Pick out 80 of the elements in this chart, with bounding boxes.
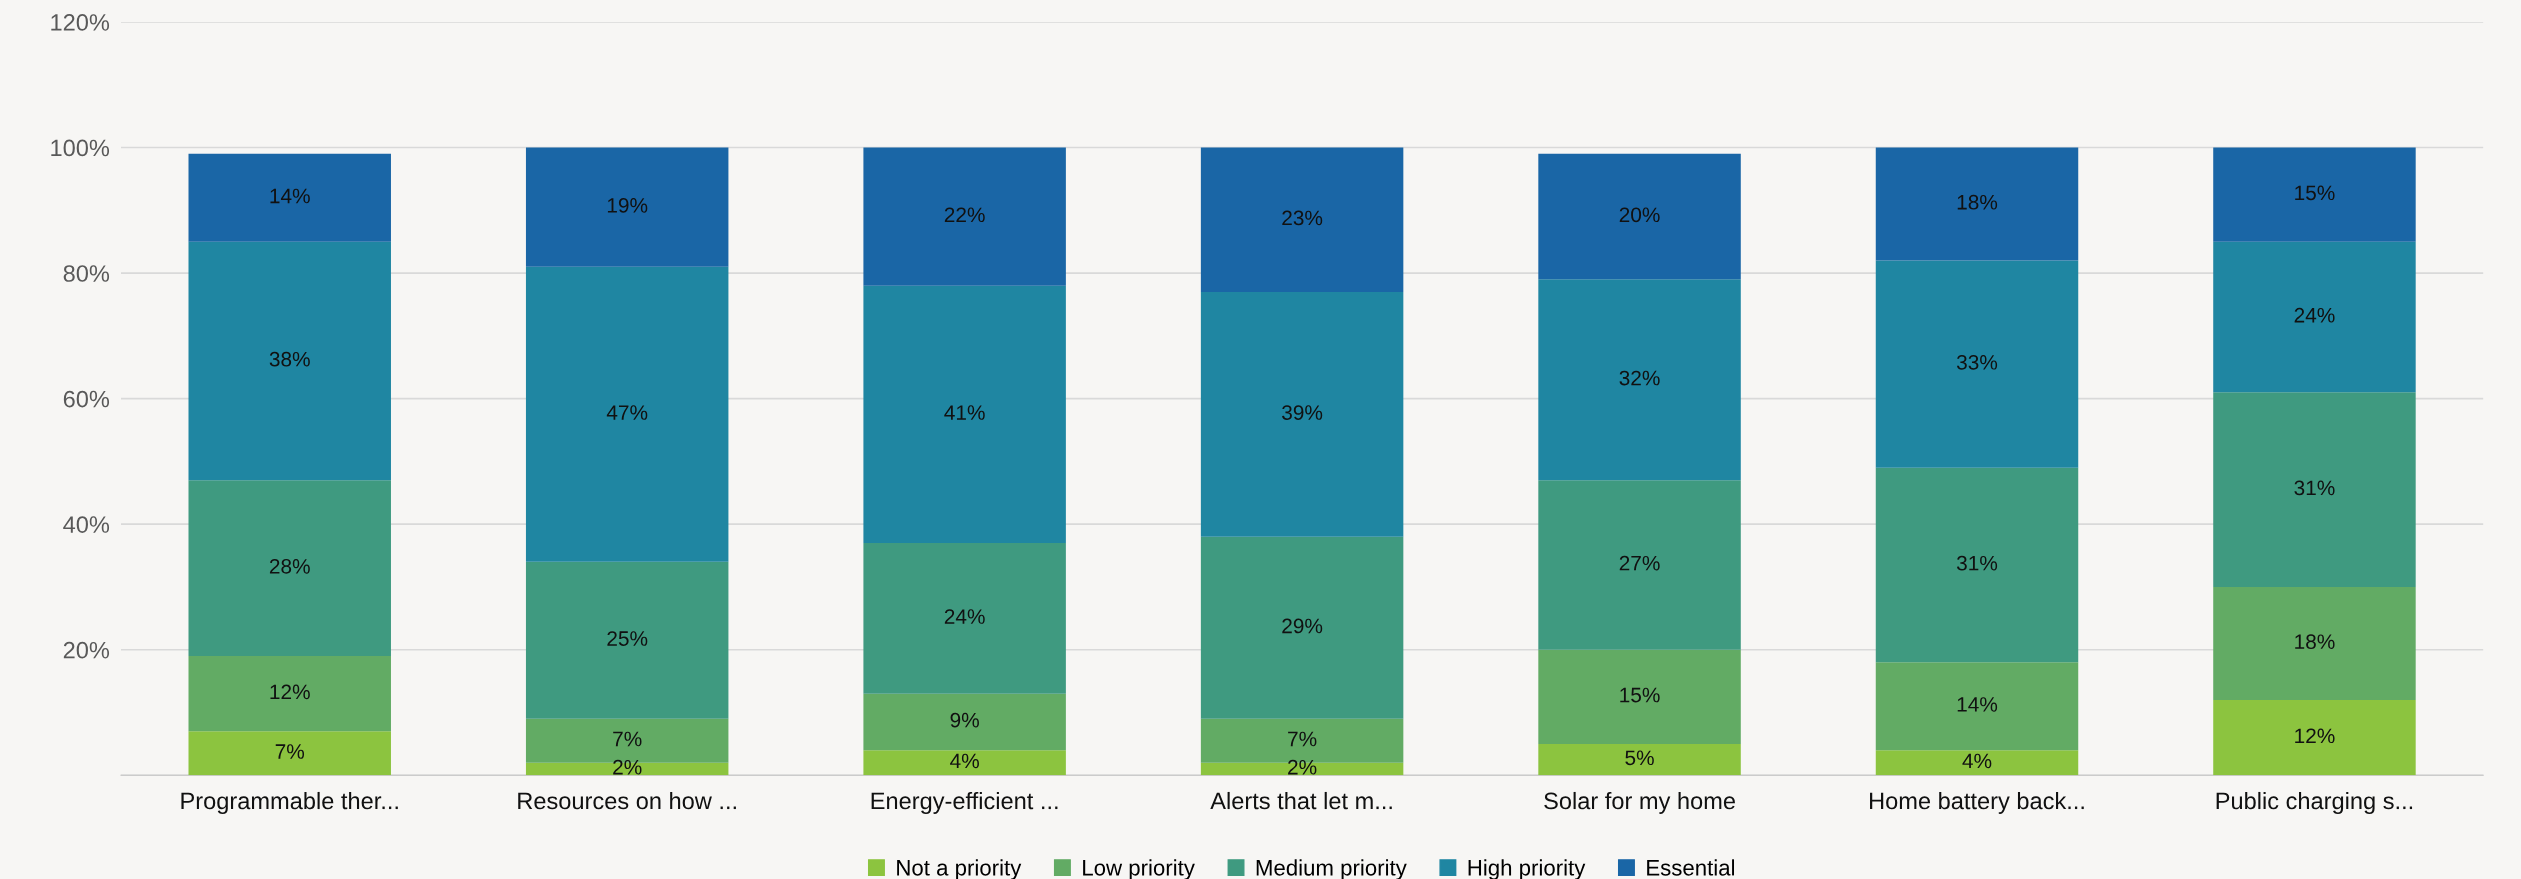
y-tick-label: 20%	[63, 641, 110, 659]
data-label: 7%	[1288, 731, 1317, 747]
data-label: 19%	[607, 198, 648, 213]
bar	[2213, 392, 2416, 587]
bar	[2213, 586, 2416, 700]
bar	[1875, 750, 2079, 776]
bar	[188, 656, 391, 732]
data-label: 18%	[2295, 634, 2335, 650]
data-label: 31%	[2294, 480, 2335, 496]
bar	[1875, 260, 2079, 468]
data-label: 14%	[270, 188, 310, 204]
data-label: 24%	[2294, 307, 2335, 323]
data-label: 24%	[944, 609, 985, 624]
data-label: 28%	[269, 558, 310, 574]
y-tick-label: 80%	[63, 265, 110, 282]
x-tick-label: Resources on how ...	[518, 791, 736, 810]
bar	[1538, 649, 1741, 744]
data-label: 25%	[607, 631, 648, 646]
data-label: 7%	[613, 731, 642, 747]
bar	[188, 153, 391, 242]
data-label: 29%	[1282, 618, 1323, 634]
y-tick-label: 100%	[51, 139, 110, 157]
x-tick-label: Programmable ther...	[181, 791, 398, 814]
data-label: 31%	[1956, 555, 1998, 571]
data-label: 23%	[1282, 210, 1323, 226]
data-label: 7%	[275, 744, 305, 759]
bar	[1200, 536, 1404, 719]
y-tick-label: 40%	[63, 516, 110, 533]
data-label: 39%	[1282, 405, 1323, 420]
data-label: 4%	[950, 753, 979, 769]
bar	[1538, 480, 1741, 650]
bar	[863, 147, 1066, 286]
bar	[2213, 147, 2416, 242]
bar	[188, 480, 391, 657]
data-label: 41%	[944, 405, 985, 420]
bar	[525, 561, 729, 719]
data-label: 27%	[1619, 555, 1660, 571]
data-label: 18%	[1957, 194, 1998, 210]
bar	[188, 731, 391, 776]
y-tick-label: 60%	[63, 390, 110, 408]
x-tick-label: Alerts that let m...	[1210, 791, 1392, 810]
bar	[863, 750, 1066, 776]
data-label: 12%	[2295, 728, 2335, 744]
x-tick-label: Public charging s...	[2216, 791, 2413, 814]
bar	[2213, 241, 2416, 393]
data-label: 14%	[1957, 697, 1998, 712]
bar	[1200, 147, 1404, 292]
bar	[525, 147, 729, 267]
bar	[863, 285, 1066, 544]
data-label: 5%	[1625, 750, 1654, 766]
bar	[1875, 467, 2079, 663]
bar	[1538, 153, 1741, 280]
data-label: 20%	[1619, 207, 1660, 223]
data-label: 4%	[1962, 753, 1992, 769]
x-tick-label: Home battery back...	[1870, 791, 2084, 814]
bar	[1538, 279, 1741, 481]
bar	[1200, 291, 1404, 537]
legend-label: Essential	[1647, 859, 1735, 876]
bar	[1875, 662, 2079, 751]
x-tick-label: Energy-efficient ...	[871, 791, 1058, 814]
data-label: 12%	[270, 684, 310, 700]
data-label: 2%	[1288, 759, 1317, 775]
bar	[2213, 699, 2416, 776]
bar	[1875, 147, 2079, 261]
data-label: 2%	[613, 759, 642, 775]
data-label: 15%	[2295, 185, 2335, 201]
data-label: 22%	[944, 207, 985, 223]
bar	[863, 543, 1066, 694]
data-label: 33%	[1956, 354, 1998, 370]
data-label: 38%	[269, 351, 310, 367]
bar	[525, 266, 729, 562]
bar	[863, 693, 1066, 751]
y-tick-label: 120%	[51, 14, 110, 31]
x-tick-label: Solar for my home	[1544, 791, 1735, 814]
data-label: 47%	[606, 405, 648, 420]
data-label: 32%	[1619, 370, 1660, 386]
bar	[188, 241, 391, 481]
data-label: 15%	[1620, 687, 1660, 703]
data-label: 9%	[950, 712, 979, 728]
bar	[1538, 743, 1741, 776]
